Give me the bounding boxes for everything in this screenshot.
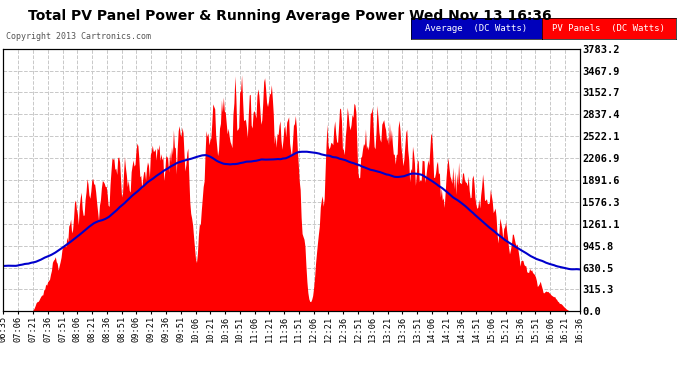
Text: Average  (DC Watts): Average (DC Watts) xyxy=(425,24,527,33)
Text: PV Panels  (DC Watts): PV Panels (DC Watts) xyxy=(553,24,665,33)
Text: Total PV Panel Power & Running Average Power Wed Nov 13 16:36: Total PV Panel Power & Running Average P… xyxy=(28,9,551,23)
Text: Copyright 2013 Cartronics.com: Copyright 2013 Cartronics.com xyxy=(6,32,150,41)
